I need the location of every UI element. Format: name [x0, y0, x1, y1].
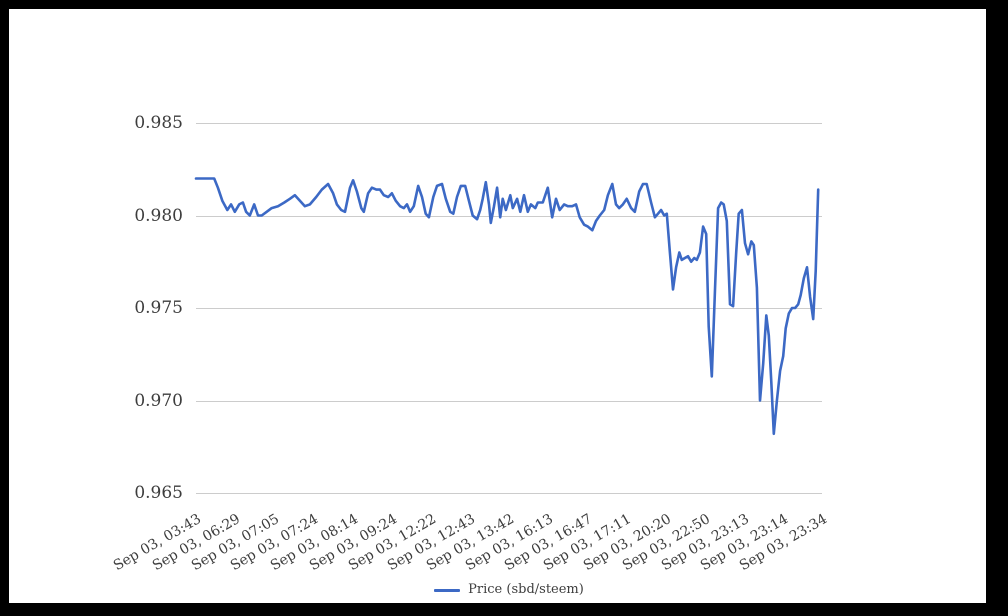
gridline [196, 215, 822, 217]
y-axis-tick-label: 0.980 [134, 205, 183, 226]
series-line [194, 177, 820, 436]
gridline [196, 308, 822, 309]
frame-bottom-edge [0, 603, 1008, 616]
legend-line-swatch [434, 588, 461, 592]
frame-left-edge [0, 0, 9, 616]
frame-top-edge [0, 0, 1008, 9]
y-axis-tick-label: 0.965 [134, 483, 183, 503]
y-axis-tick-label: 0.985 [134, 113, 183, 133]
legend: Price (sbd/steem) [196, 582, 822, 598]
gridline [196, 493, 822, 494]
y-axis-tick-label: 0.975 [134, 298, 183, 318]
gridline [196, 400, 822, 402]
legend-label: Price (sbd/steem) [468, 582, 584, 597]
y-axis-tick-label: 0.970 [134, 390, 183, 411]
gridline [196, 123, 822, 124]
frame-right-edge [986, 0, 1008, 616]
